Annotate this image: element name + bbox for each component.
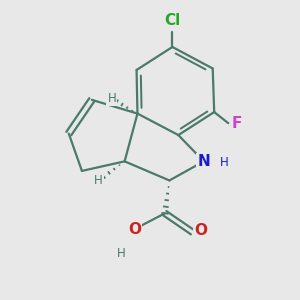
Text: H: H bbox=[107, 92, 116, 105]
Text: H: H bbox=[220, 156, 228, 169]
Text: O: O bbox=[194, 223, 207, 238]
Text: O: O bbox=[128, 222, 141, 237]
Text: H: H bbox=[117, 247, 126, 260]
Text: F: F bbox=[231, 116, 242, 130]
Text: Cl: Cl bbox=[164, 13, 181, 28]
Text: N: N bbox=[197, 154, 210, 169]
Text: H: H bbox=[94, 174, 103, 187]
